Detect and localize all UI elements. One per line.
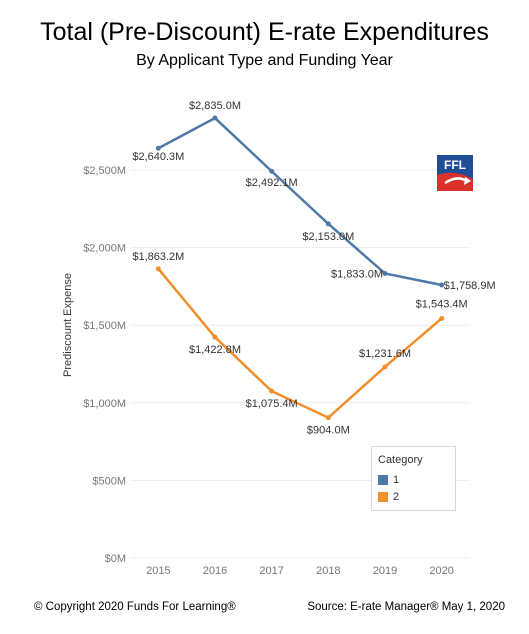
series-1-point	[382, 271, 388, 277]
series-2-point	[155, 266, 161, 272]
series-1-data-label: $1,758.9M	[444, 280, 496, 292]
series-1-point	[325, 221, 331, 227]
series-1-data-label: $2,640.3M	[132, 151, 184, 163]
series-2-data-label: $1,231.6M	[359, 348, 411, 360]
series-1-point	[212, 115, 218, 121]
y-axis-title: Prediscount Expense	[62, 273, 74, 377]
x-tick-label: 2016	[203, 565, 227, 577]
series-2-data-label: $1,863.2M	[132, 251, 184, 263]
y-tick-label: $1,500M	[83, 320, 126, 332]
series-1-line	[157, 116, 442, 287]
series-2-data-label: $1,543.4M	[416, 298, 468, 310]
chart-subtitle: By Applicant Type and Funding Year	[136, 52, 393, 69]
series-1-data-label: $2,153.0M	[302, 231, 354, 243]
x-tick-label: 2020	[429, 565, 453, 577]
series-2-data-label: $1,422.8M	[189, 344, 241, 356]
series-2-point	[212, 334, 218, 340]
y-tick-label: $500M	[92, 475, 126, 487]
y-tick-label: $2,000M	[83, 243, 126, 255]
x-tick-label: 2017	[259, 565, 283, 577]
legend-label-1: 1	[393, 474, 400, 486]
x-tick-label: 2018	[316, 565, 340, 577]
legend-swatch-2	[378, 492, 388, 502]
series-1-data-label: $2,492.1M	[246, 177, 298, 189]
series-2-line	[157, 268, 443, 420]
y-tick-label: $0M	[105, 553, 126, 565]
y-tick-label: $1,000M	[83, 398, 126, 410]
legend-label-2: 2	[393, 491, 400, 503]
series-1-point	[269, 168, 275, 174]
x-tick-label: 2015	[146, 565, 170, 577]
legend-swatch-1	[378, 475, 388, 485]
ffl-logo-icon: FFL	[437, 155, 473, 191]
series-1-data-label: $1,833.0M	[331, 269, 383, 281]
x-tick-label: 2019	[373, 565, 397, 577]
series-2-point	[269, 388, 275, 394]
series-2-point	[325, 415, 331, 421]
series-1-point	[155, 145, 161, 151]
series-1-point	[439, 282, 445, 288]
series-2-point	[439, 315, 445, 321]
series-1-data-label: $2,835.0M	[189, 100, 241, 112]
chart-legend: Category 1 2	[371, 446, 456, 511]
series-2-data-label: $904.0M	[307, 425, 350, 437]
source-text: Source: E-rate Manager® May 1, 2020	[307, 601, 505, 613]
legend-title: Category	[378, 454, 423, 466]
chart-title: Total (Pre-Discount) E-rate Expenditures	[40, 18, 489, 46]
series-2-data-label: $1,075.4M	[246, 398, 298, 410]
svg-text:FFL: FFL	[444, 158, 466, 172]
series-2-point	[382, 364, 388, 370]
y-tick-label: $2,500M	[83, 165, 126, 177]
copyright-text: © Copyright 2020 Funds For Learning®	[34, 601, 236, 613]
